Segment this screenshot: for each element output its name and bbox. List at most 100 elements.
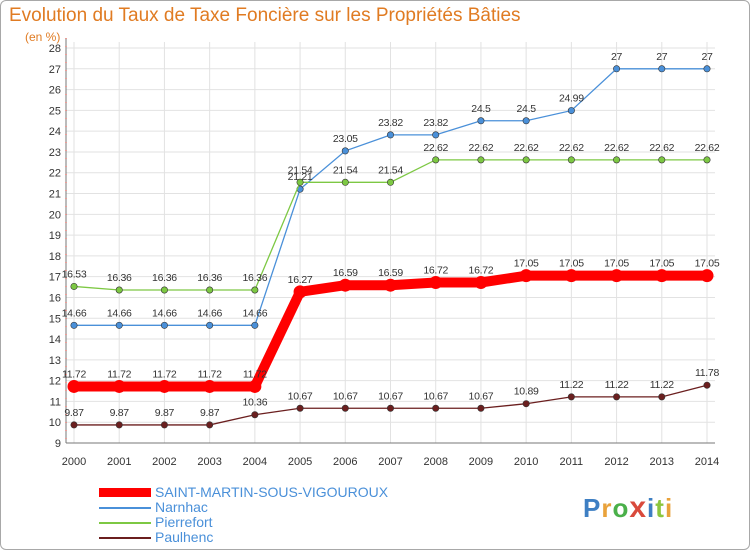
data-label-narnhac: 14.66 [152, 307, 177, 319]
data-label-narnhac: 14.66 [197, 307, 222, 319]
legend-label: Paulhenc [155, 529, 214, 545]
data-label-paulhenc: 9.87 [200, 407, 220, 419]
data-point-saint-martin-sous-vigouroux [474, 276, 488, 290]
data-point-pierrefort [432, 156, 440, 164]
data-label-pierrefort: 22.62 [695, 142, 720, 154]
data-label-narnhac: 27 [701, 51, 713, 63]
data-point-paulhenc [658, 393, 666, 401]
y-tick-label: 16 [49, 292, 61, 304]
data-label-pierrefort: 21.54 [288, 164, 313, 176]
data-label-paulhenc: 11.78 [695, 367, 719, 379]
proxiti-logo: Proxiti [583, 491, 674, 524]
data-point-pierrefort [658, 156, 666, 164]
x-tick-label: 2012 [604, 456, 628, 468]
data-label-saint-martin-sous-vigouroux: 16.72 [469, 265, 494, 277]
data-point-paulhenc [432, 404, 440, 412]
y-tick-label: 18 [49, 251, 61, 263]
y-tick-label: 11 [50, 396, 61, 408]
data-point-paulhenc [567, 393, 575, 401]
data-label-paulhenc: 10.89 [514, 386, 539, 398]
data-point-paulhenc [703, 381, 711, 389]
y-tick-label: 22 [49, 168, 61, 180]
data-label-paulhenc: 10.67 [333, 390, 358, 402]
x-tick-label: 2000 [62, 456, 86, 468]
data-point-paulhenc [522, 400, 530, 408]
x-tick-label: 2007 [378, 456, 402, 468]
data-point-pierrefort [251, 286, 259, 294]
data-label-saint-martin-sous-vigouroux: 16.59 [378, 267, 403, 279]
data-point-paulhenc [206, 421, 214, 429]
data-point-pierrefort [477, 156, 485, 164]
data-point-saint-martin-sous-vigouroux [384, 278, 397, 292]
x-tick-label: 2004 [243, 456, 267, 468]
y-tick-label: 12 [49, 376, 61, 388]
data-label-saint-martin-sous-vigouroux: 16.59 [333, 267, 358, 279]
data-point-narnhac [703, 65, 711, 73]
data-label-pierrefort: 16.36 [242, 272, 267, 284]
x-tick-label: 2009 [469, 456, 493, 468]
data-label-paulhenc: 9.87 [64, 407, 84, 419]
data-label-paulhenc: 9.87 [155, 407, 175, 419]
data-point-paulhenc [115, 421, 123, 429]
data-label-pierrefort: 16.53 [62, 268, 87, 280]
data-label-narnhac: 23.82 [378, 117, 403, 129]
legend-swatch [99, 537, 151, 539]
data-label-saint-martin-sous-vigouroux: 11.72 [243, 368, 267, 380]
legend-label: Narnhac [155, 499, 208, 515]
data-label-pierrefort: 21.54 [378, 164, 403, 176]
data-label-saint-martin-sous-vigouroux: 17.05 [559, 258, 584, 270]
data-label-paulhenc: 10.67 [469, 390, 494, 402]
data-point-saint-martin-sous-vigouroux [655, 269, 669, 283]
data-label-paulhenc: 10.67 [288, 390, 313, 402]
data-point-pierrefort [613, 156, 621, 164]
data-point-pierrefort [206, 286, 214, 294]
data-point-narnhac [115, 321, 123, 329]
data-point-pierrefort [341, 178, 349, 186]
legend-label: Pierrefort [155, 514, 213, 530]
data-point-saint-martin-sous-vigouroux [67, 379, 81, 393]
data-point-saint-martin-sous-vigouroux [203, 379, 217, 393]
data-point-narnhac [341, 147, 349, 155]
data-label-pierrefort: 16.36 [197, 272, 222, 284]
data-point-pierrefort [296, 178, 304, 186]
data-point-narnhac [477, 117, 485, 125]
legend-swatch [99, 522, 151, 524]
y-tick-label: 19 [49, 230, 61, 242]
x-tick-label: 2013 [650, 456, 674, 468]
data-point-narnhac [613, 65, 621, 73]
y-tick-label: 10 [49, 417, 61, 429]
data-point-narnhac [206, 321, 214, 329]
data-point-pierrefort [703, 156, 711, 164]
data-point-narnhac [432, 131, 440, 139]
x-tick-label: 2006 [333, 456, 357, 468]
data-label-pierrefort: 22.62 [649, 142, 674, 154]
data-point-saint-martin-sous-vigouroux [700, 269, 714, 283]
data-point-narnhac [522, 117, 530, 125]
data-point-paulhenc [386, 404, 394, 412]
x-tick-label: 2003 [197, 456, 221, 468]
data-point-saint-martin-sous-vigouroux [610, 269, 624, 283]
data-point-paulhenc [341, 404, 349, 412]
y-tick-label: 23 [49, 147, 61, 159]
y-tick-label: 20 [49, 209, 61, 221]
data-point-paulhenc [613, 393, 621, 401]
data-point-saint-martin-sous-vigouroux [293, 285, 307, 299]
data-point-narnhac [251, 321, 259, 329]
data-label-paulhenc: 10.36 [242, 397, 267, 409]
y-tick-label: 14 [49, 334, 61, 346]
data-label-narnhac: 27 [656, 51, 668, 63]
y-tick-label: 17 [49, 272, 61, 284]
x-tick-label: 2014 [695, 456, 719, 468]
x-tick-label: 2011 [560, 456, 584, 468]
data-point-pierrefort [386, 178, 394, 186]
legend-swatch [99, 488, 151, 497]
data-point-pierrefort [160, 286, 168, 294]
data-label-narnhac: 23.05 [333, 133, 358, 145]
data-point-saint-martin-sous-vigouroux [112, 379, 126, 393]
data-point-saint-martin-sous-vigouroux [338, 278, 352, 292]
data-point-paulhenc [160, 421, 168, 429]
x-tick-label: 2010 [514, 456, 538, 468]
data-label-saint-martin-sous-vigouroux: 16.27 [288, 274, 313, 286]
